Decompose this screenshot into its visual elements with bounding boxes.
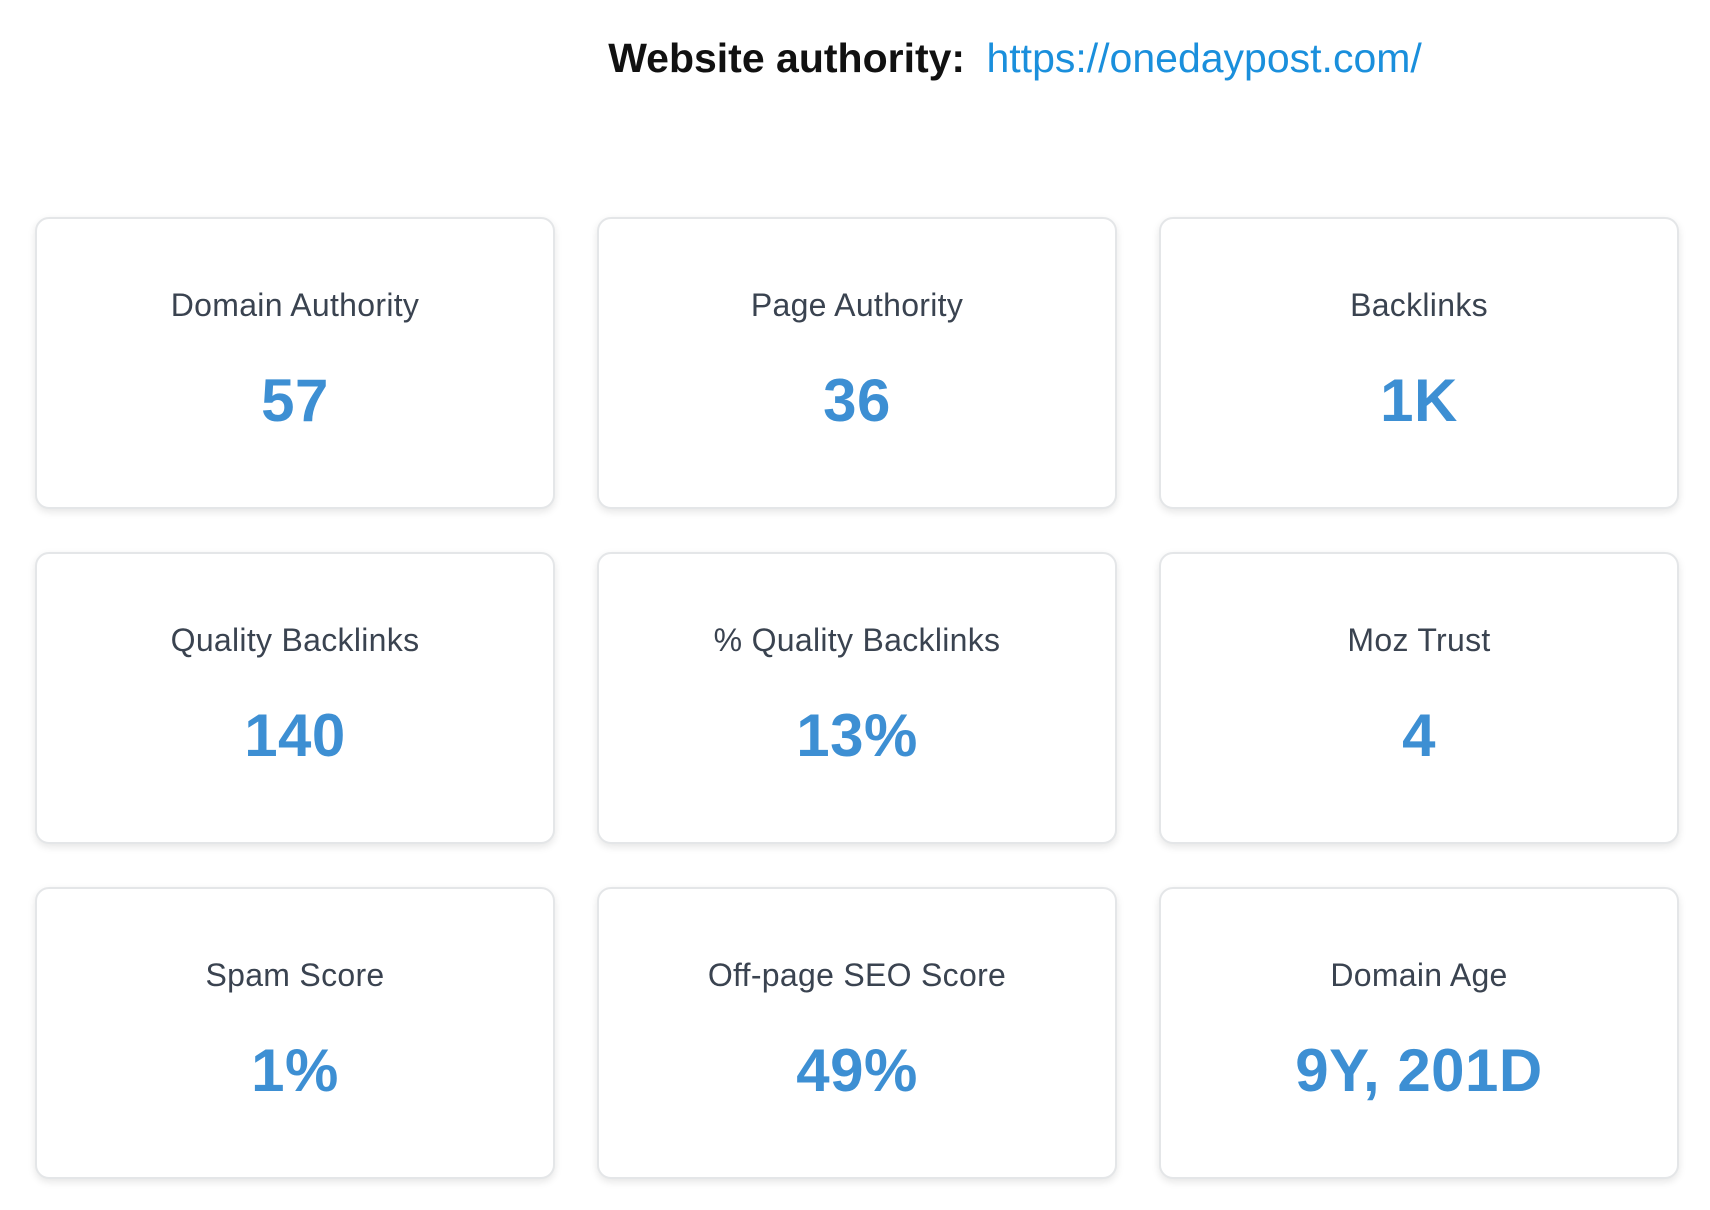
page-header: Website authority: https://onedaypost.co… [0,30,1710,86]
metric-card-off-page-seo-score: Off-page SEO Score 49% [597,887,1117,1179]
metric-label: Moz Trust [1347,622,1491,658]
metric-value: 1K [1380,367,1458,434]
metric-value: 1% [251,1037,339,1104]
metric-card-spam-score: Spam Score 1% [35,887,555,1179]
metric-card-percent-quality-backlinks: % Quality Backlinks 13% [597,552,1117,844]
metric-value: 4 [1402,702,1436,769]
metric-label: Page Authority [750,287,964,323]
metric-label: Spam Score [205,957,385,993]
metric-value: 13% [796,702,918,769]
metric-label: Domain Age [1330,957,1508,993]
metric-label: Quality Backlinks [170,622,420,658]
metric-card-domain-authority: Domain Authority 57 [35,217,555,509]
metric-card-page-authority: Page Authority 36 [597,217,1117,509]
metric-card-domain-age: Domain Age 9Y, 201D [1159,887,1679,1179]
metric-card-quality-backlinks: Quality Backlinks 140 [35,552,555,844]
metric-label: % Quality Backlinks [713,622,1001,658]
header-label: Website authority: [608,35,966,81]
metric-value: 140 [244,702,346,769]
metric-value: 49% [796,1037,918,1104]
metric-label: Off-page SEO Score [707,957,1007,993]
metrics-grid: Domain Authority 57 Page Authority 36 Ba… [35,217,1680,1179]
metric-label: Backlinks [1350,287,1488,323]
metric-card-moz-trust: Moz Trust 4 [1159,552,1679,844]
metric-value: 9Y, 201D [1295,1037,1543,1104]
metric-label: Domain Authority [170,287,420,323]
website-url-link[interactable]: https://onedaypost.com/ [986,35,1422,81]
metric-value: 36 [823,367,891,434]
metric-value: 57 [261,367,329,434]
metric-card-backlinks: Backlinks 1K [1159,217,1679,509]
